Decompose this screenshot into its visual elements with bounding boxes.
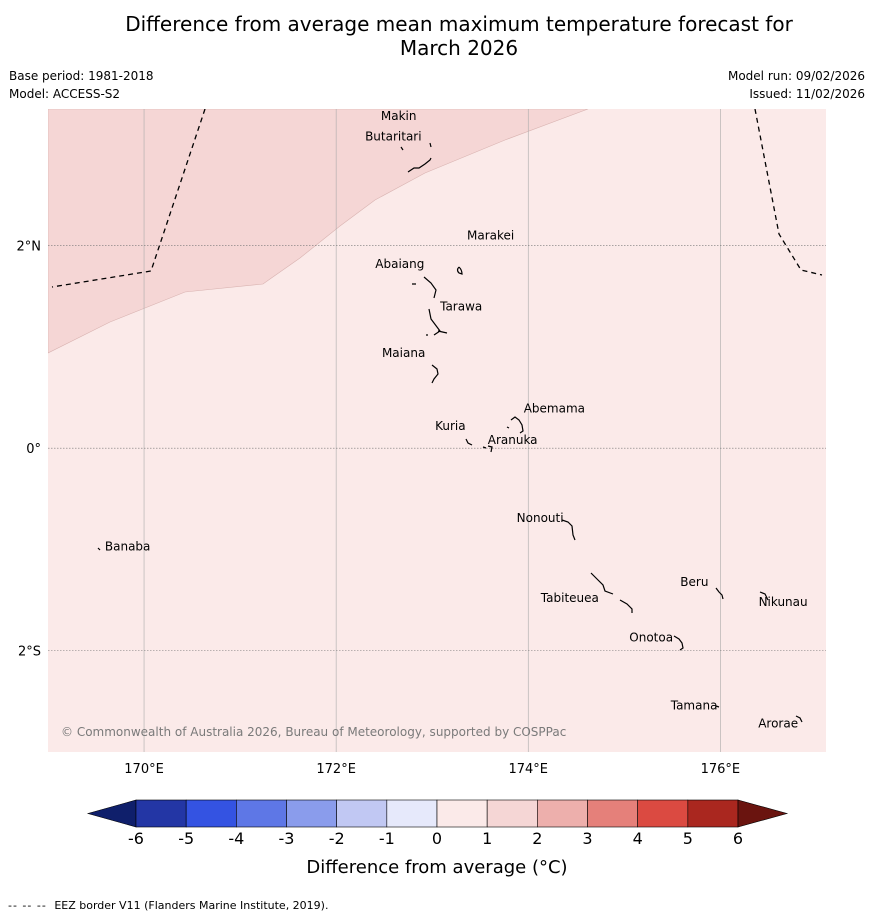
place-label-abaiang: Abaiang: [375, 257, 424, 271]
model-run: Model run: 09/02/2026: [727, 69, 865, 83]
coast-tamana: [715, 705, 720, 708]
colorbar-tick-label: 3: [582, 829, 592, 848]
colorbar-swatch: [637, 799, 689, 828]
place-label-abemama: Abemama: [524, 402, 585, 416]
colorbar-swatch: [587, 799, 638, 828]
colorbar-over-arrow: [737, 799, 789, 828]
lon-tick-label: 170°E: [124, 762, 164, 777]
place-label-banaba: Banaba: [105, 539, 151, 553]
colorbar-tick-label: -5: [178, 829, 194, 848]
title-line-2: March 2026: [399, 36, 519, 60]
lat-tick-label: 2°S: [18, 645, 41, 660]
colorbar-swatch: [286, 799, 337, 828]
colorbar-tick-label: 6: [733, 829, 743, 848]
colorbar-tick-label: 1: [482, 829, 492, 848]
place-label-tamana: Tamana: [670, 698, 718, 712]
issued-date: Issued: 11/02/2026: [749, 87, 865, 101]
coast-onotoa: [673, 635, 684, 651]
place-label-butaritari: Butaritari: [365, 129, 422, 143]
colorbar-tick-label: -1: [379, 829, 395, 848]
axis-labels: 170°E 172°E 174°E 176°E 2°N 0° 2°S: [17, 240, 741, 777]
coast-abaiang: [412, 276, 437, 299]
place-label-kuria: Kuria: [435, 419, 466, 433]
coast-kuria: [465, 438, 473, 446]
eez-border-east: [754, 109, 823, 276]
colorbar-tick-label: -6: [128, 829, 144, 848]
colorbar-swatch: [436, 799, 488, 828]
coast-nikunau: [759, 591, 769, 601]
coast-banaba: [97, 547, 101, 551]
lon-tick-label: 176°E: [701, 762, 741, 777]
footnote: -- -- -- EEZ border V11 (Flanders Marine…: [8, 899, 328, 912]
colorbar-swatch: [486, 799, 538, 828]
eez-border-west: [51, 109, 206, 288]
colorbar-swatch: [537, 799, 588, 828]
chart-title: Difference from average mean maximum tem…: [0, 12, 873, 60]
colorbar-tick-label: -4: [228, 829, 244, 848]
colorbar-tick-label: 4: [633, 829, 643, 848]
coast-aranuka: [482, 445, 493, 453]
lat-tick-label: 2°N: [17, 240, 42, 255]
place-label-onotoa: Onotoa: [629, 631, 673, 645]
colorbar-swatch: [386, 799, 438, 828]
place-label-nikunau: Nikunau: [759, 595, 808, 609]
place-labels: Makin Butaritari Marakei Abaiang Tarawa Maian…: [105, 109, 808, 730]
colorbar-swatch: [185, 799, 237, 828]
coast-tarawa: [426, 308, 448, 336]
title-line-1: Difference from average mean maximum tem…: [125, 12, 793, 36]
colorbar-swatch: [135, 799, 187, 828]
colorbar-tick-label: 2: [532, 829, 542, 848]
coast-butaritari: [407, 157, 432, 173]
place-label-marakei: Marakei: [467, 229, 514, 243]
place-label-nonouti: Nonouti: [517, 511, 564, 525]
coast-nonouti: [561, 519, 576, 541]
footnote-text: EEZ border V11 (Flanders Marine Institut…: [54, 899, 329, 912]
warm-anomaly-region: [48, 109, 589, 354]
place-label-tabiteuea: Tabiteuea: [540, 591, 599, 605]
place-label-makin: Makin: [381, 109, 417, 123]
colorbar-tick-label: 5: [683, 829, 693, 848]
place-label-aranuka: Aranuka: [488, 433, 538, 447]
colorbar-swatch: [236, 799, 287, 828]
colorbar: [86, 799, 789, 828]
colorbar-label: Difference from average (°C): [306, 857, 567, 878]
model-name: Model: ACCESS-S2: [9, 87, 121, 101]
colorbar-tick-label: -3: [279, 829, 295, 848]
lon-tick-label: 172°E: [316, 762, 356, 777]
colorbar-swatch: [687, 799, 739, 828]
copyright-notice: © Commonwealth of Australia 2026, Bureau…: [61, 725, 566, 739]
coast-tabiteuea: [590, 572, 633, 613]
place-label-arorae: Arorae: [758, 717, 798, 731]
lon-tick-label: 174°E: [508, 762, 548, 777]
coast-marakei: [456, 266, 463, 275]
meta-right: Model run: 09/02/2026 Issued: 11/02/2026: [728, 67, 865, 103]
colorbar-tick-label: -2: [329, 829, 345, 848]
colorbar-tick-label: 0: [432, 829, 442, 848]
colorbar-ticks: -6 -5 -4 -3 -2 -1 0 1 2 3 4 5 6: [128, 829, 743, 848]
graticule: [48, 109, 826, 752]
place-label-beru: Beru: [680, 575, 708, 589]
coast-abemama: [506, 416, 524, 434]
coast-makin: [400, 142, 432, 151]
coast-beru: [715, 587, 724, 600]
coast-maiana: [431, 364, 439, 384]
lat-tick-label: 0°: [26, 442, 41, 457]
coast-arorae: [795, 715, 803, 723]
base-period: Base period: 1981-2018: [9, 69, 154, 83]
coastlines: [97, 142, 803, 723]
place-label-tarawa: Tarawa: [439, 299, 482, 313]
colorbar-under-arrow: [86, 799, 137, 828]
eez-border: [51, 109, 823, 288]
meta-left: Base period: 1981-2018 Model: ACCESS-S2: [9, 67, 154, 103]
colorbar-swatch: [336, 799, 388, 828]
place-label-maiana: Maiana: [382, 346, 425, 360]
eez-line-symbol: -- -- --: [8, 899, 47, 912]
